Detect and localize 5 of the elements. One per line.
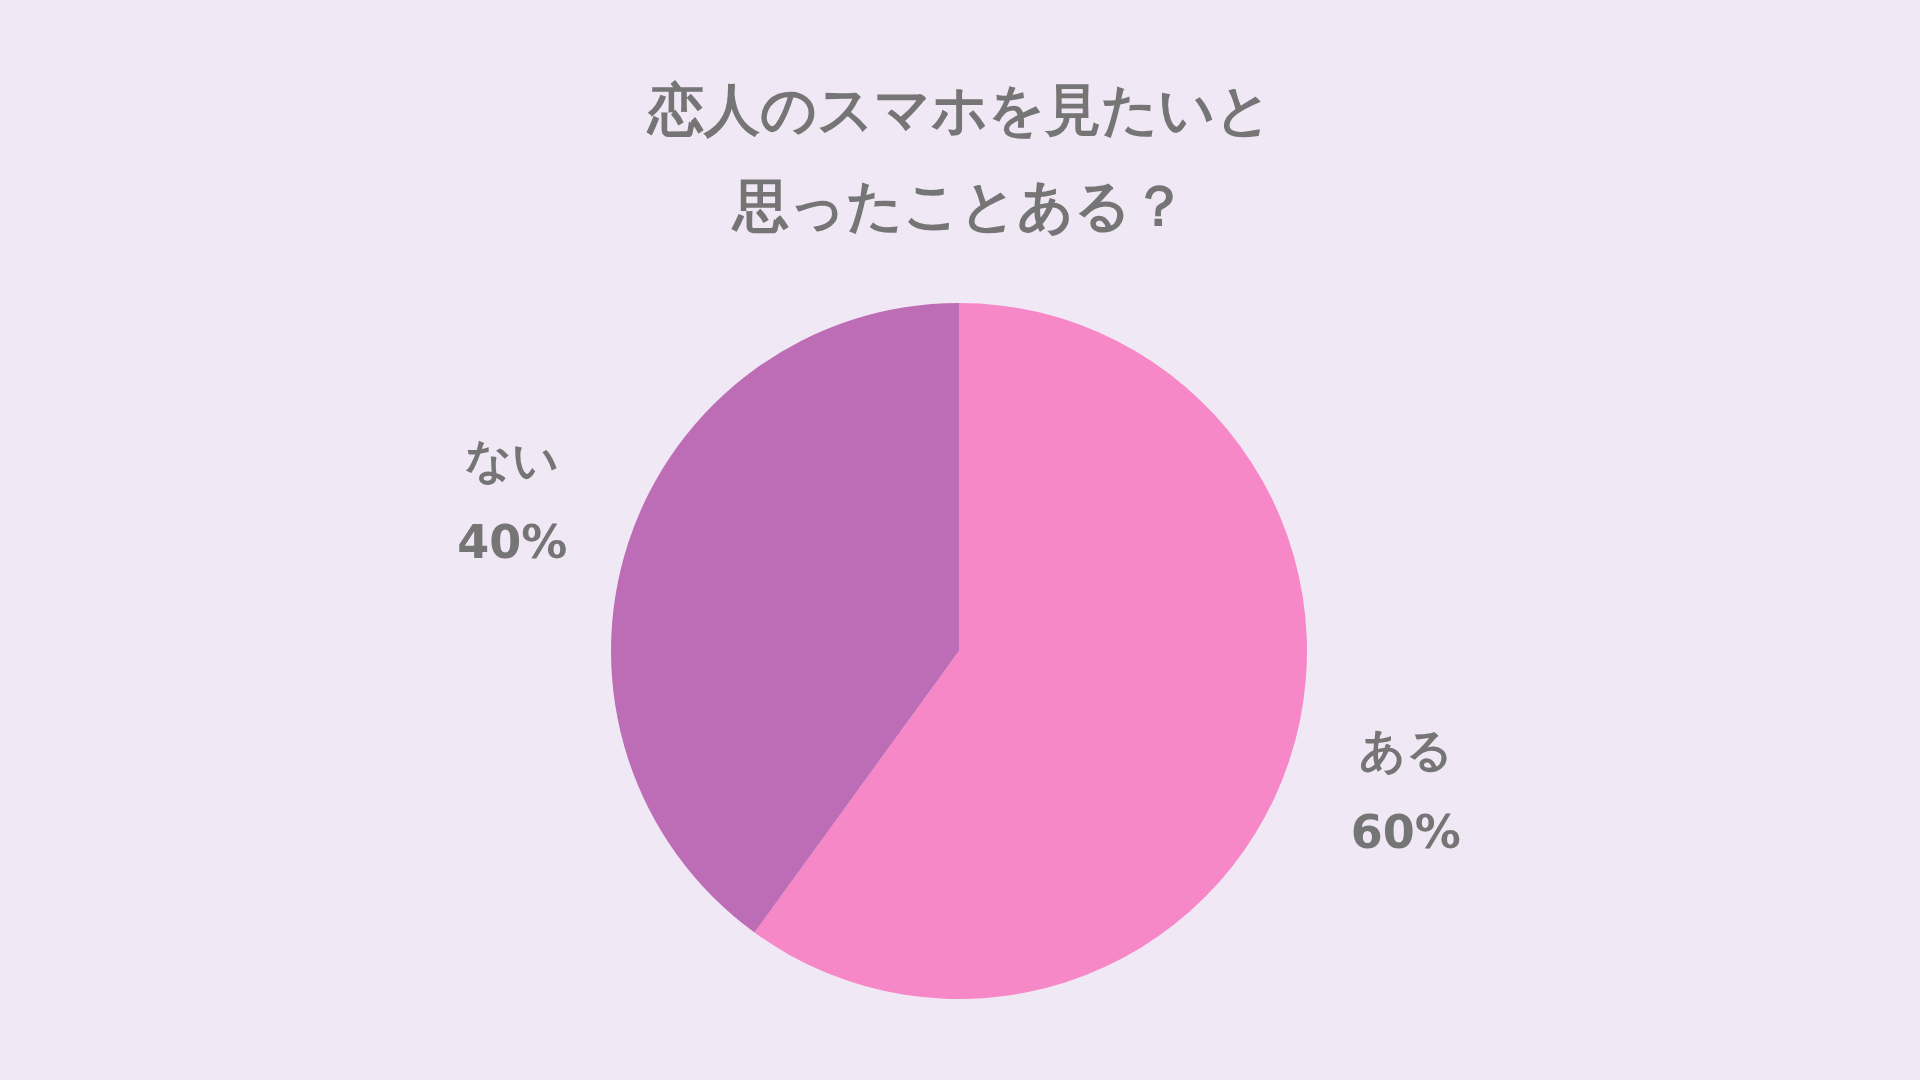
- data-label: 40%: [457, 514, 568, 569]
- data-label: 60%: [1350, 805, 1461, 860]
- chart-title: 恋人のスマホを見たいと思ったことある？: [645, 76, 1273, 240]
- slice-label: ある: [1358, 723, 1453, 778]
- slice-label: ない: [465, 432, 560, 487]
